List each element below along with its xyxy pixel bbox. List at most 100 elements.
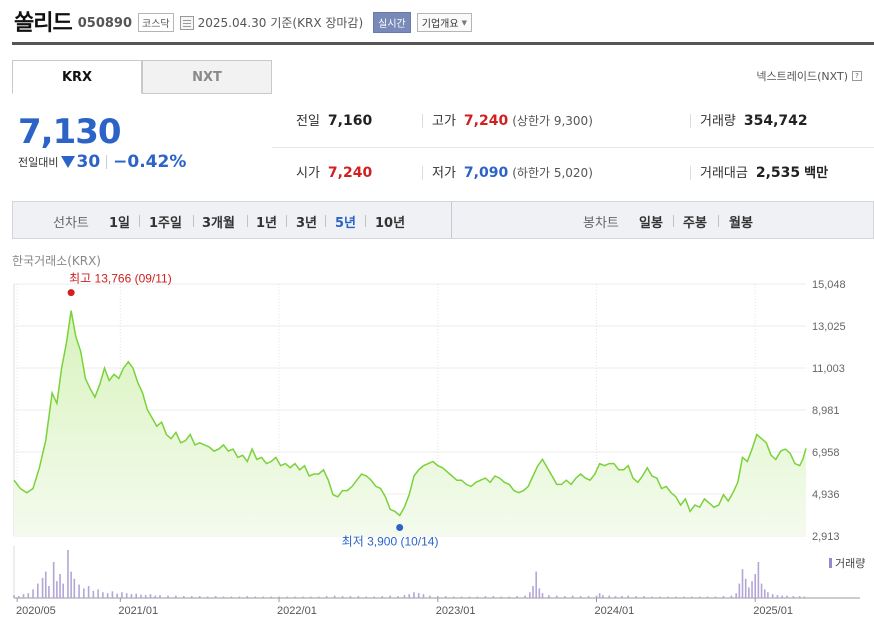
candle-weekly[interactable]: 주봉 bbox=[683, 216, 707, 231]
stat-prev-close: 전일 7,160 bbox=[296, 110, 372, 129]
high-marker bbox=[67, 289, 75, 297]
period-3m[interactable]: 3개월 bbox=[202, 216, 235, 231]
volume-bar bbox=[635, 596, 637, 598]
volume-bar bbox=[792, 596, 795, 598]
tab-nxt[interactable]: NXT bbox=[142, 60, 272, 94]
nextrade-link-label: 넥스트레이드(NXT) bbox=[756, 70, 848, 83]
x-tick-label: 2023/01 bbox=[436, 605, 476, 617]
price-line bbox=[13, 310, 807, 517]
period-1y[interactable]: 1년 bbox=[256, 216, 278, 231]
volume-bar bbox=[87, 586, 90, 598]
candle-monthly[interactable]: 월봉 bbox=[729, 216, 753, 231]
period-1d[interactable]: 1일 bbox=[109, 216, 131, 231]
stat-low: 저가 7,090 (하한가 5,020) bbox=[432, 162, 593, 181]
volume-bar bbox=[190, 596, 193, 598]
quote-date: 2025.04.30 bbox=[197, 15, 267, 30]
period-10y[interactable]: 10년 bbox=[375, 216, 406, 231]
volume-bar bbox=[97, 589, 99, 598]
volume-bar bbox=[167, 595, 169, 598]
x-tick-label: 2024/01 bbox=[594, 605, 634, 617]
volume-bar bbox=[397, 596, 399, 598]
current-price-box: 7,130 전일대비 30 −0.42% bbox=[18, 112, 186, 172]
change-percent: −0.42% bbox=[113, 152, 187, 172]
volume-bar bbox=[92, 590, 95, 598]
toolbar-separator bbox=[718, 215, 719, 227]
exchange-label: 한국거래소(KRX) bbox=[12, 254, 101, 268]
volume-bar bbox=[803, 596, 806, 598]
period-3y[interactable]: 3년 bbox=[296, 216, 318, 231]
stat-label: 고가 bbox=[432, 114, 456, 129]
volume-bar bbox=[67, 550, 69, 598]
volume-bar bbox=[270, 596, 272, 598]
period-5y[interactable]: 5년 bbox=[335, 216, 357, 231]
stat-value: 7,160 bbox=[327, 113, 373, 129]
volume-bar bbox=[41, 577, 44, 598]
realtime-button[interactable]: 실시간 bbox=[373, 12, 411, 33]
price-area bbox=[14, 310, 806, 536]
toolbar-separator bbox=[365, 215, 366, 227]
volume-bar bbox=[333, 595, 336, 598]
volume-bar bbox=[682, 596, 685, 598]
volume-bar bbox=[149, 594, 152, 598]
volume-bar bbox=[198, 596, 201, 598]
volume-bar bbox=[83, 588, 85, 598]
volume-bar bbox=[675, 596, 677, 598]
tab-krx[interactable]: KRX bbox=[12, 60, 142, 94]
volume-bar bbox=[614, 596, 617, 598]
header-divider bbox=[12, 42, 874, 45]
change-separator bbox=[106, 155, 108, 169]
volume-bar bbox=[735, 593, 737, 598]
volume-bar bbox=[579, 596, 582, 598]
volume-bar bbox=[381, 596, 384, 598]
period-1w[interactable]: 1주일 bbox=[149, 216, 182, 231]
volume-bar bbox=[13, 595, 15, 598]
company-overview-button[interactable]: 기업개요 ▼ bbox=[416, 13, 472, 32]
market-badge: 코스닥 bbox=[138, 13, 174, 32]
volume-bar bbox=[317, 596, 320, 598]
stat-high: 고가 7,240 (상한가 9,300) bbox=[432, 110, 593, 129]
volume-bar bbox=[484, 596, 487, 598]
volume-bar bbox=[254, 596, 257, 598]
company-name: 쏠리드 bbox=[14, 11, 73, 36]
toolbar-separator bbox=[673, 215, 674, 227]
volume-bar bbox=[56, 581, 58, 598]
volume-bar bbox=[587, 596, 590, 598]
calendar-icon bbox=[179, 15, 194, 30]
volume-bar bbox=[751, 581, 753, 598]
y-tick-label: 15,048 bbox=[812, 279, 846, 291]
volume-bar bbox=[757, 562, 760, 598]
volume-bar bbox=[598, 593, 601, 598]
high-annotation: 최고 13,766 (09/11) bbox=[69, 272, 172, 286]
stat-separator bbox=[422, 166, 423, 180]
volume-bar bbox=[781, 595, 783, 598]
volume-bar bbox=[563, 596, 566, 598]
y-tick-label: 13,025 bbox=[812, 321, 846, 333]
volume-bar bbox=[602, 595, 604, 598]
volume-bar bbox=[754, 574, 757, 598]
volume-bar bbox=[532, 586, 534, 598]
exchange-tabs: KRX NXT bbox=[12, 60, 272, 94]
volume-bar bbox=[771, 594, 774, 598]
change-amount: 30 bbox=[76, 152, 101, 172]
volume-bar bbox=[767, 592, 769, 598]
help-icon[interactable]: ? bbox=[852, 71, 862, 81]
volume-bar bbox=[417, 593, 420, 598]
volume-bar bbox=[621, 596, 623, 598]
volume-bar bbox=[741, 569, 744, 598]
x-tick-label: 2020/05 bbox=[16, 605, 56, 617]
volume-bar bbox=[413, 592, 415, 598]
candle-daily[interactable]: 일봉 bbox=[639, 216, 663, 231]
volume-bar bbox=[17, 596, 20, 598]
nextrade-link[interactable]: 넥스트레이드(NXT) ? bbox=[756, 68, 862, 84]
volume-bar bbox=[722, 596, 725, 598]
volume-bar bbox=[27, 593, 30, 598]
volume-bar bbox=[763, 589, 766, 598]
stock-code: 050890 bbox=[77, 15, 133, 31]
volume-bar bbox=[468, 596, 471, 598]
volume-bar bbox=[102, 592, 104, 598]
volume-bar bbox=[310, 596, 312, 598]
price-chart[interactable]: 15,048 13,025 11,003 8,981 6,958 4,936 2,913 최고… bbox=[0, 268, 874, 630]
volume-bar bbox=[389, 595, 391, 598]
y-tick-label: 8,981 bbox=[812, 405, 840, 417]
volume-bar bbox=[341, 596, 344, 598]
